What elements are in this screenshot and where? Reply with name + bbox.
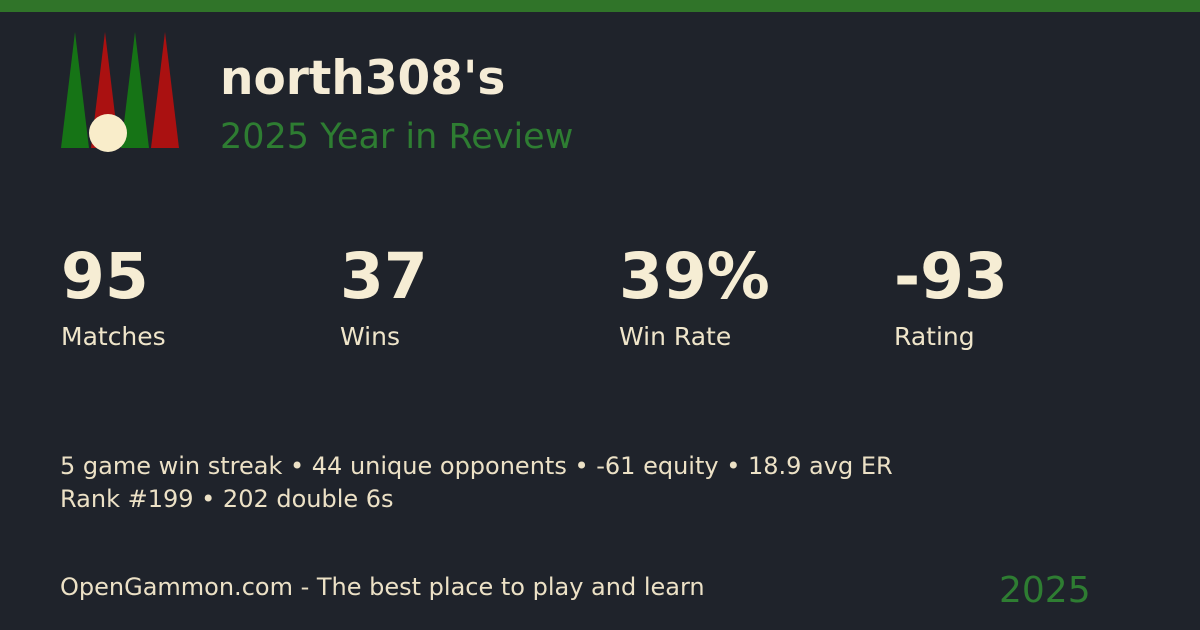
stat-matches-value: 95: [61, 240, 149, 313]
site-tagline: OpenGammon.com - The best place to play …: [60, 573, 705, 601]
highlights-line-1: 5 game win streak • 44 unique opponents …: [60, 452, 893, 480]
stat-rating-value: -93: [894, 240, 1008, 313]
stat-win-rate-value: 39%: [619, 240, 770, 313]
logo-point-3: [121, 32, 149, 148]
stat-rating: -93 Rating: [894, 245, 1008, 349]
highlights-summary: 5 game win streak • 44 unique opponents …: [60, 450, 893, 516]
logo-point-4: [151, 32, 179, 148]
stat-wins-label: Wins: [340, 322, 400, 351]
stat-wins: 37 Wins: [340, 245, 428, 349]
stat-rating-label: Rating: [894, 322, 975, 351]
stat-matches-label: Matches: [61, 322, 166, 351]
stat-wins-value: 37: [340, 240, 428, 313]
logo-point-1: [61, 32, 89, 148]
stat-win-rate-label: Win Rate: [619, 322, 732, 351]
stat-matches: 95 Matches: [61, 245, 166, 349]
highlights-line-2: Rank #199 • 202 double 6s: [60, 485, 394, 513]
stat-win-rate: 39% Win Rate: [619, 245, 770, 349]
accent-bar: [0, 0, 1200, 12]
backgammon-logo-icon: [61, 32, 179, 152]
logo-checker: [89, 114, 127, 152]
page-subtitle: 2025 Year in Review: [220, 117, 574, 157]
footer-year: 2025: [999, 570, 1091, 611]
page-title: north308's: [220, 51, 506, 106]
